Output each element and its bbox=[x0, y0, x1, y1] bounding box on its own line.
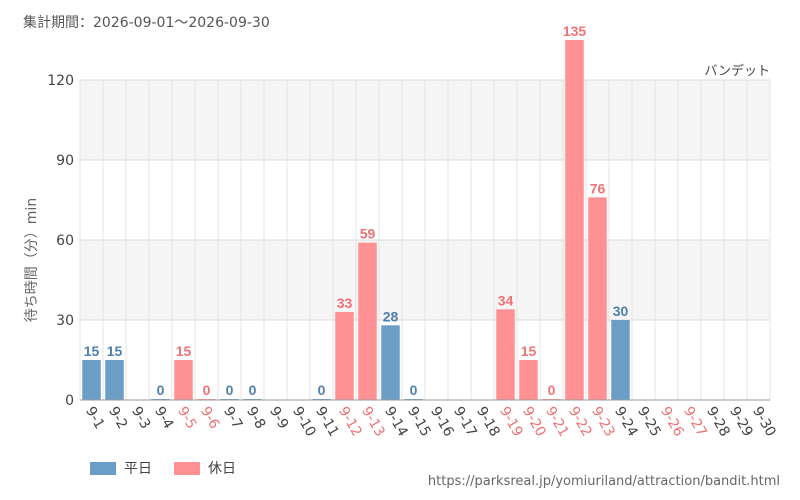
value-label-9-13: 59 bbox=[360, 226, 376, 242]
bar-9-12 bbox=[335, 312, 354, 400]
y-tick-label: 30 bbox=[56, 313, 74, 329]
x-tick-label-9-24: 9-24 bbox=[611, 404, 641, 440]
value-label-9-8: 0 bbox=[249, 382, 257, 398]
value-label-9-11: 0 bbox=[318, 382, 326, 398]
x-tick-label-9-17: 9-17 bbox=[450, 404, 480, 440]
legend-holiday-label: 休日 bbox=[208, 461, 236, 477]
period-text: 集計期間：2026-09-01～2026-09-30 bbox=[23, 15, 270, 31]
y-tick-label: 120 bbox=[47, 73, 74, 89]
x-tick-label-9-13: 9-13 bbox=[358, 404, 388, 440]
legend-item-weekday: 平日 bbox=[90, 458, 152, 478]
x-tick-label-9-26: 9-26 bbox=[657, 404, 687, 440]
x-tick-label-9-14: 9-14 bbox=[381, 404, 411, 440]
value-label-9-4: 0 bbox=[157, 382, 165, 398]
bar-9-23 bbox=[588, 197, 607, 400]
x-tick-label-9-7: 9-7 bbox=[220, 404, 245, 432]
value-label-9-24: 30 bbox=[613, 303, 629, 319]
x-tick-label-9-10: 9-10 bbox=[289, 404, 319, 440]
value-label-9-7: 0 bbox=[226, 382, 234, 398]
x-tick-label-9-27: 9-27 bbox=[680, 404, 710, 440]
bar-9-2 bbox=[105, 360, 124, 400]
holiday-swatch bbox=[174, 461, 200, 475]
bar-9-19 bbox=[496, 309, 515, 400]
value-label-9-5: 15 bbox=[176, 343, 192, 359]
y-axis-label: 待ち時間（分）min bbox=[24, 198, 40, 322]
bar-9-20 bbox=[519, 360, 538, 400]
value-label-9-21: 0 bbox=[548, 382, 556, 398]
bar-9-13 bbox=[358, 242, 377, 400]
legend: 平日 休日 bbox=[90, 458, 258, 478]
x-tick-label-9-9: 9-9 bbox=[266, 404, 291, 432]
value-label-9-19: 34 bbox=[498, 292, 514, 308]
x-tick-label-9-15: 9-15 bbox=[404, 404, 434, 440]
x-tick-label-9-12: 9-12 bbox=[335, 404, 365, 440]
x-tick-label-9-29: 9-29 bbox=[726, 404, 756, 440]
value-label-9-6: 0 bbox=[203, 382, 211, 398]
x-tick-label-9-16: 9-16 bbox=[427, 404, 457, 440]
bar-9-1 bbox=[82, 360, 101, 400]
x-tick-label-9-2: 9-2 bbox=[105, 404, 130, 432]
weekday-swatch bbox=[90, 461, 116, 475]
y-tick-label: 0 bbox=[65, 393, 74, 409]
source-url: https://parksreal.jp/yomiuriland/attract… bbox=[427, 474, 780, 489]
x-tick-label-9-11: 9-11 bbox=[312, 404, 342, 440]
x-tick-label-9-18: 9-18 bbox=[473, 404, 503, 440]
x-tick-label-9-5: 9-5 bbox=[174, 404, 199, 432]
value-label-9-12: 33 bbox=[337, 295, 353, 311]
x-tick-label-9-25: 9-25 bbox=[634, 404, 664, 440]
value-label-9-15: 0 bbox=[410, 382, 418, 398]
value-label-9-22: 135 bbox=[563, 23, 587, 39]
x-tick-label-9-22: 9-22 bbox=[565, 404, 595, 440]
x-tick-label-9-6: 9-6 bbox=[197, 404, 222, 432]
value-label-9-14: 28 bbox=[383, 308, 399, 324]
x-tick-label-9-19: 9-19 bbox=[496, 404, 526, 440]
bar-9-22 bbox=[565, 40, 584, 400]
legend-weekday-label: 平日 bbox=[124, 461, 152, 477]
x-tick-label-9-8: 9-8 bbox=[243, 404, 268, 432]
x-tick-label-9-28: 9-28 bbox=[703, 404, 733, 440]
y-tick-label: 90 bbox=[56, 153, 74, 169]
value-label-9-2: 15 bbox=[107, 343, 123, 359]
value-label-9-20: 15 bbox=[521, 343, 537, 359]
value-label-9-1: 15 bbox=[84, 343, 100, 359]
bar-9-24 bbox=[611, 320, 630, 400]
x-tick-label-9-30: 9-30 bbox=[749, 404, 779, 440]
bar-9-14 bbox=[381, 325, 400, 400]
bar-9-5 bbox=[174, 360, 193, 400]
x-tick-label-9-21: 9-21 bbox=[542, 404, 572, 440]
y-tick-label: 60 bbox=[56, 233, 74, 249]
x-tick-label-9-20: 9-20 bbox=[519, 404, 549, 440]
x-tick-label-9-3: 9-3 bbox=[128, 404, 153, 432]
x-tick-label-9-1: 9-1 bbox=[82, 404, 107, 432]
x-tick-label-9-23: 9-23 bbox=[588, 404, 618, 440]
value-label-9-23: 76 bbox=[590, 180, 606, 196]
x-tick-label-9-4: 9-4 bbox=[151, 404, 176, 432]
attraction-name: バンデット bbox=[704, 64, 770, 79]
legend-item-holiday: 休日 bbox=[174, 458, 236, 478]
